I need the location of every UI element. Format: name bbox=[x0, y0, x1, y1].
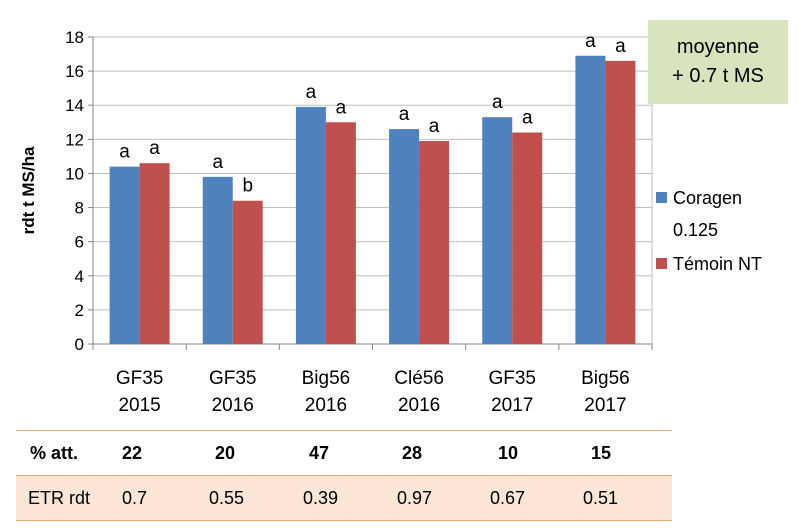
table-cell: 47 bbox=[309, 443, 330, 463]
category-label: 2016 bbox=[398, 395, 440, 416]
category-label: 2017 bbox=[584, 395, 626, 416]
y-tick-label: 16 bbox=[65, 62, 84, 81]
significance-label: a bbox=[429, 116, 440, 137]
y-tick-label: 10 bbox=[65, 164, 84, 183]
significance-label: b bbox=[242, 176, 253, 197]
table-cell: 28 bbox=[402, 443, 423, 463]
y-tick-label: 2 bbox=[75, 301, 84, 320]
table-row-attack: % att. 22 20 47 28 10 15 bbox=[16, 430, 672, 475]
significance-label: a bbox=[119, 142, 130, 163]
category-label: Big56 bbox=[581, 368, 630, 389]
significance-label: a bbox=[149, 138, 160, 159]
y-tick-label: 14 bbox=[65, 96, 84, 115]
category-label: Big56 bbox=[302, 368, 351, 389]
bar-temoin bbox=[605, 60, 636, 344]
legend-swatch bbox=[656, 192, 667, 203]
category-label: 2015 bbox=[118, 395, 160, 416]
y-tick-label: 6 bbox=[75, 233, 84, 252]
significance-label: a bbox=[585, 31, 596, 52]
legend-label: Témoin NT bbox=[673, 254, 762, 274]
bar-coragen bbox=[109, 166, 140, 344]
bar-coragen bbox=[575, 55, 606, 345]
significance-label: a bbox=[492, 92, 503, 113]
y-tick-label: 18 bbox=[65, 28, 84, 47]
table-cell: 0.51 bbox=[583, 488, 619, 508]
table-cell: 0.39 bbox=[303, 488, 339, 508]
annotation-box: moyenne + 0.7 t MS bbox=[648, 20, 788, 104]
bar-coragen bbox=[295, 106, 326, 344]
category-label: 2016 bbox=[212, 395, 254, 416]
annotation-line-1: moyenne bbox=[676, 36, 760, 58]
table-cell: 0.55 bbox=[209, 488, 245, 508]
category-label: 2016 bbox=[305, 395, 347, 416]
table-row-label: ETR rdt bbox=[28, 488, 91, 508]
table-cell: 0.67 bbox=[490, 488, 526, 508]
category-label: Clé56 bbox=[394, 368, 444, 389]
table-cell: 10 bbox=[498, 443, 519, 463]
table-cell: 22 bbox=[122, 443, 143, 463]
bar-temoin bbox=[325, 122, 356, 345]
category-label: 2017 bbox=[491, 395, 533, 416]
legend-swatch bbox=[656, 258, 667, 269]
bar-temoin bbox=[139, 163, 170, 344]
significance-label: a bbox=[212, 152, 223, 173]
y-tick-label: 12 bbox=[65, 130, 84, 149]
bar-coragen bbox=[202, 176, 233, 344]
table-row-label: % att. bbox=[30, 443, 79, 463]
table-cell: 0.7 bbox=[122, 488, 148, 508]
significance-label: a bbox=[399, 104, 410, 125]
category-label: GF35 bbox=[116, 368, 164, 389]
plot-area bbox=[92, 36, 653, 345]
significance-label: a bbox=[615, 36, 626, 57]
y-tick-label: 8 bbox=[75, 199, 84, 218]
y-tick-label: 4 bbox=[75, 267, 84, 286]
legend-label: 0.125 bbox=[673, 220, 718, 240]
table-cell: 20 bbox=[215, 443, 236, 463]
y-axis-title: rdt t MS/ha bbox=[19, 146, 38, 234]
category-label: GF35 bbox=[209, 368, 257, 389]
bar-temoin bbox=[512, 132, 543, 344]
table-cell: 0.97 bbox=[397, 488, 433, 508]
bar-coragen bbox=[482, 117, 513, 345]
bar-temoin bbox=[232, 200, 263, 344]
annotation-line-2: + 0.7 t MS bbox=[672, 65, 764, 87]
bar-coragen bbox=[389, 129, 420, 344]
y-tick-label: 0 bbox=[75, 335, 84, 354]
table-cell: 15 bbox=[591, 443, 612, 463]
bar-temoin bbox=[419, 141, 450, 344]
significance-label: a bbox=[306, 82, 317, 103]
legend-label: Coragen bbox=[673, 188, 742, 208]
table-row-etr: ETR rdt 0.7 0.55 0.39 0.97 0.67 0.51 bbox=[16, 475, 672, 521]
category-label: GF35 bbox=[488, 368, 536, 389]
significance-label: a bbox=[522, 108, 533, 129]
significance-label: a bbox=[336, 97, 347, 118]
